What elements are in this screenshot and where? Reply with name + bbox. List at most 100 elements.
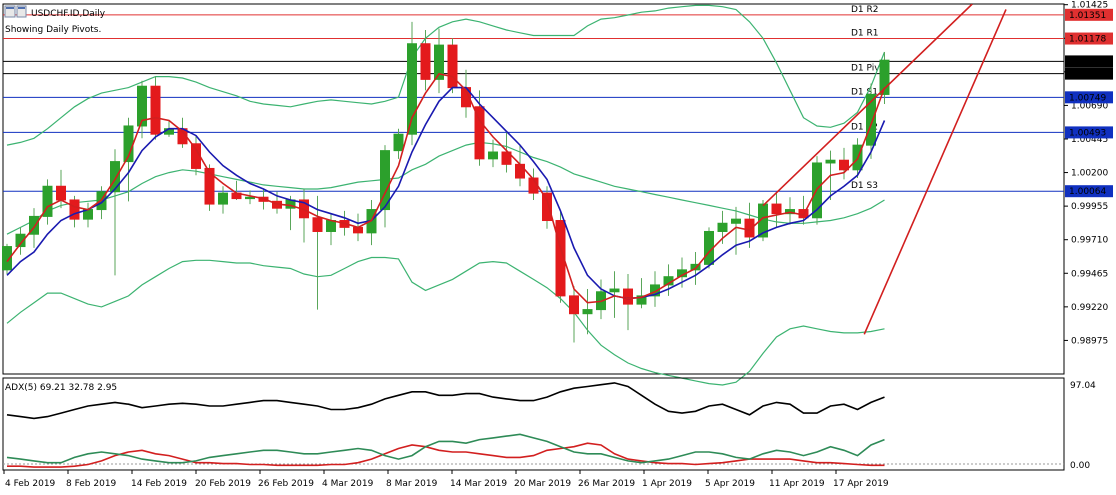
candle-bullish[interactable] [758, 203, 768, 238]
candle-bearish[interactable] [555, 220, 566, 297]
candle-bullish[interactable] [866, 93, 876, 146]
price-badge-label: 1.01351 [1069, 11, 1106, 21]
candle-bearish[interactable] [69, 199, 80, 220]
price-badge [1065, 91, 1113, 104]
candle-bullish[interactable] [434, 44, 444, 80]
price-tick-label: 0.99465 [1071, 269, 1108, 279]
pivot-line-label: D1 S3 [851, 181, 878, 191]
candle-bullish[interactable] [137, 85, 147, 127]
bollinger-middle-band [6, 141, 885, 235]
bollinger-lower-band [6, 256, 885, 386]
adx-minus-di-line [6, 433, 885, 464]
x-tick-label: 8 Mar 2019 [386, 479, 438, 489]
candle-bullish[interactable] [731, 218, 741, 224]
trend-line[interactable] [762, 4, 973, 207]
adx-main-line [6, 382, 885, 420]
price-badge [1065, 67, 1113, 80]
x-axis-labels: 4 Feb 2019 8 Feb 2019 14 Feb 2019 20 Feb… [5, 479, 889, 489]
price-tick-label: 0.99955 [1071, 202, 1108, 212]
candle-bearish[interactable] [771, 203, 782, 215]
price-badge [1065, 32, 1113, 45]
candle-bullish[interactable] [609, 288, 620, 293]
candle-bullish[interactable] [650, 284, 660, 297]
price-tick-label: 1.01425 [1071, 1, 1108, 11]
adx-max-label: 97.04 [1070, 381, 1096, 391]
window-menu-icon[interactable] [4, 5, 27, 18]
pivot-line-label: D1 Pivot [851, 64, 889, 74]
x-tick-label: 5 Apr 2019 [705, 479, 755, 489]
candle-bearish[interactable] [420, 43, 431, 80]
price-badge [1065, 55, 1113, 68]
candle-bullish[interactable] [110, 161, 120, 193]
candle-bullish[interactable] [2, 246, 12, 271]
moving-average-slow [6, 86, 886, 300]
candle-bearish[interactable] [312, 217, 323, 232]
price-tick-label: 0.98975 [1071, 336, 1108, 346]
candle-bearish[interactable] [569, 295, 579, 315]
candle-bullish[interactable] [393, 133, 404, 152]
candle-bearish[interactable] [744, 218, 755, 238]
moving-average-fast [6, 73, 886, 304]
pivot-line-label: D1 S2 [851, 122, 878, 132]
x-tick-label: 26 Mar 2019 [578, 479, 635, 489]
price-badge-label: 1.01011 [1069, 57, 1106, 67]
x-tick-label: 11 Apr 2019 [769, 479, 825, 489]
pivot-line-label: D1 R2 [851, 5, 879, 15]
candle-bullish[interactable] [488, 151, 498, 160]
price-badge-label: 1.00064 [1069, 187, 1106, 197]
x-tick-label: 17 Apr 2019 [833, 479, 889, 489]
candle-bullish[interactable] [636, 295, 647, 305]
candle-bullish[interactable] [42, 185, 53, 217]
candle-bullish[interactable] [29, 215, 39, 235]
candle-bullish[interactable] [407, 43, 417, 135]
candle-bullish[interactable] [690, 263, 701, 271]
price-tick-label: 0.99710 [1071, 236, 1108, 246]
price-tick-label: 1.00445 [1071, 135, 1108, 145]
candle-bearish[interactable] [204, 167, 215, 205]
candle-bearish[interactable] [501, 151, 512, 165]
x-tick-label: 20 Feb 2019 [195, 479, 251, 489]
candle-bearish[interactable] [474, 106, 485, 160]
candle-bullish[interactable] [15, 233, 26, 248]
candle-bearish[interactable] [839, 159, 849, 171]
x-tick-label: 14 Feb 2019 [131, 479, 187, 489]
candle-bullish[interactable] [218, 192, 228, 205]
x-tick-label: 8 Feb 2019 [66, 479, 117, 489]
pivot-line-label: D1 S1 [851, 87, 878, 97]
x-tick-label: 26 Feb 2019 [258, 479, 314, 489]
candle-bullish[interactable] [717, 222, 728, 232]
adx-pane-frame [2, 377, 1065, 471]
candle-bearish[interactable] [150, 85, 161, 135]
symbol-title: USDCHF.ID,Daily [31, 9, 106, 19]
x-tick-label: 20 Mar 2019 [514, 479, 571, 489]
price-badge-label: 1.00749 [1069, 93, 1106, 103]
x-tick-label: 4 Feb 2019 [5, 479, 56, 489]
x-tick-label: 4 Mar 2019 [322, 479, 374, 489]
x-tick-label: 1 Apr 2019 [642, 479, 692, 489]
candle-bullish[interactable] [879, 59, 890, 95]
candle-bullish[interactable] [582, 309, 593, 315]
price-pane-frame [2, 3, 1065, 375]
candle-bearish[interactable] [515, 163, 525, 179]
adx-label: ADX(5) 69.21 32.78 2.95 [5, 383, 117, 393]
candle-bearish[interactable] [56, 185, 66, 201]
candle-bearish[interactable] [623, 288, 633, 305]
price-tick-label: 0.99220 [1071, 303, 1108, 313]
trend-line[interactable] [863, 9, 1007, 335]
adx-indicator-pane [2, 377, 1065, 474]
x-tick-label: 14 Mar 2019 [450, 479, 507, 489]
pivot-line-label: D1 R1 [851, 29, 879, 39]
candle-bearish[interactable] [542, 192, 552, 222]
candle-bullish[interactable] [326, 220, 336, 232]
candle-bullish[interactable] [825, 159, 836, 164]
candle-bullish[interactable] [380, 150, 390, 211]
pivot-note: Showing Daily Pivots. [5, 25, 101, 35]
price-badge-label: 1.00922 [1069, 70, 1106, 80]
main-price-pane: 1.014251.011801.009351.006901.004451.002… [2, 1, 1113, 386]
price-badge [1065, 8, 1113, 21]
candle-bullish[interactable] [245, 196, 255, 200]
chart-header: USDCHF.ID,Daily Showing Daily Pivots. [4, 5, 106, 35]
price-badge-label: 1.00493 [1069, 128, 1106, 138]
candle-bearish[interactable] [447, 44, 458, 89]
